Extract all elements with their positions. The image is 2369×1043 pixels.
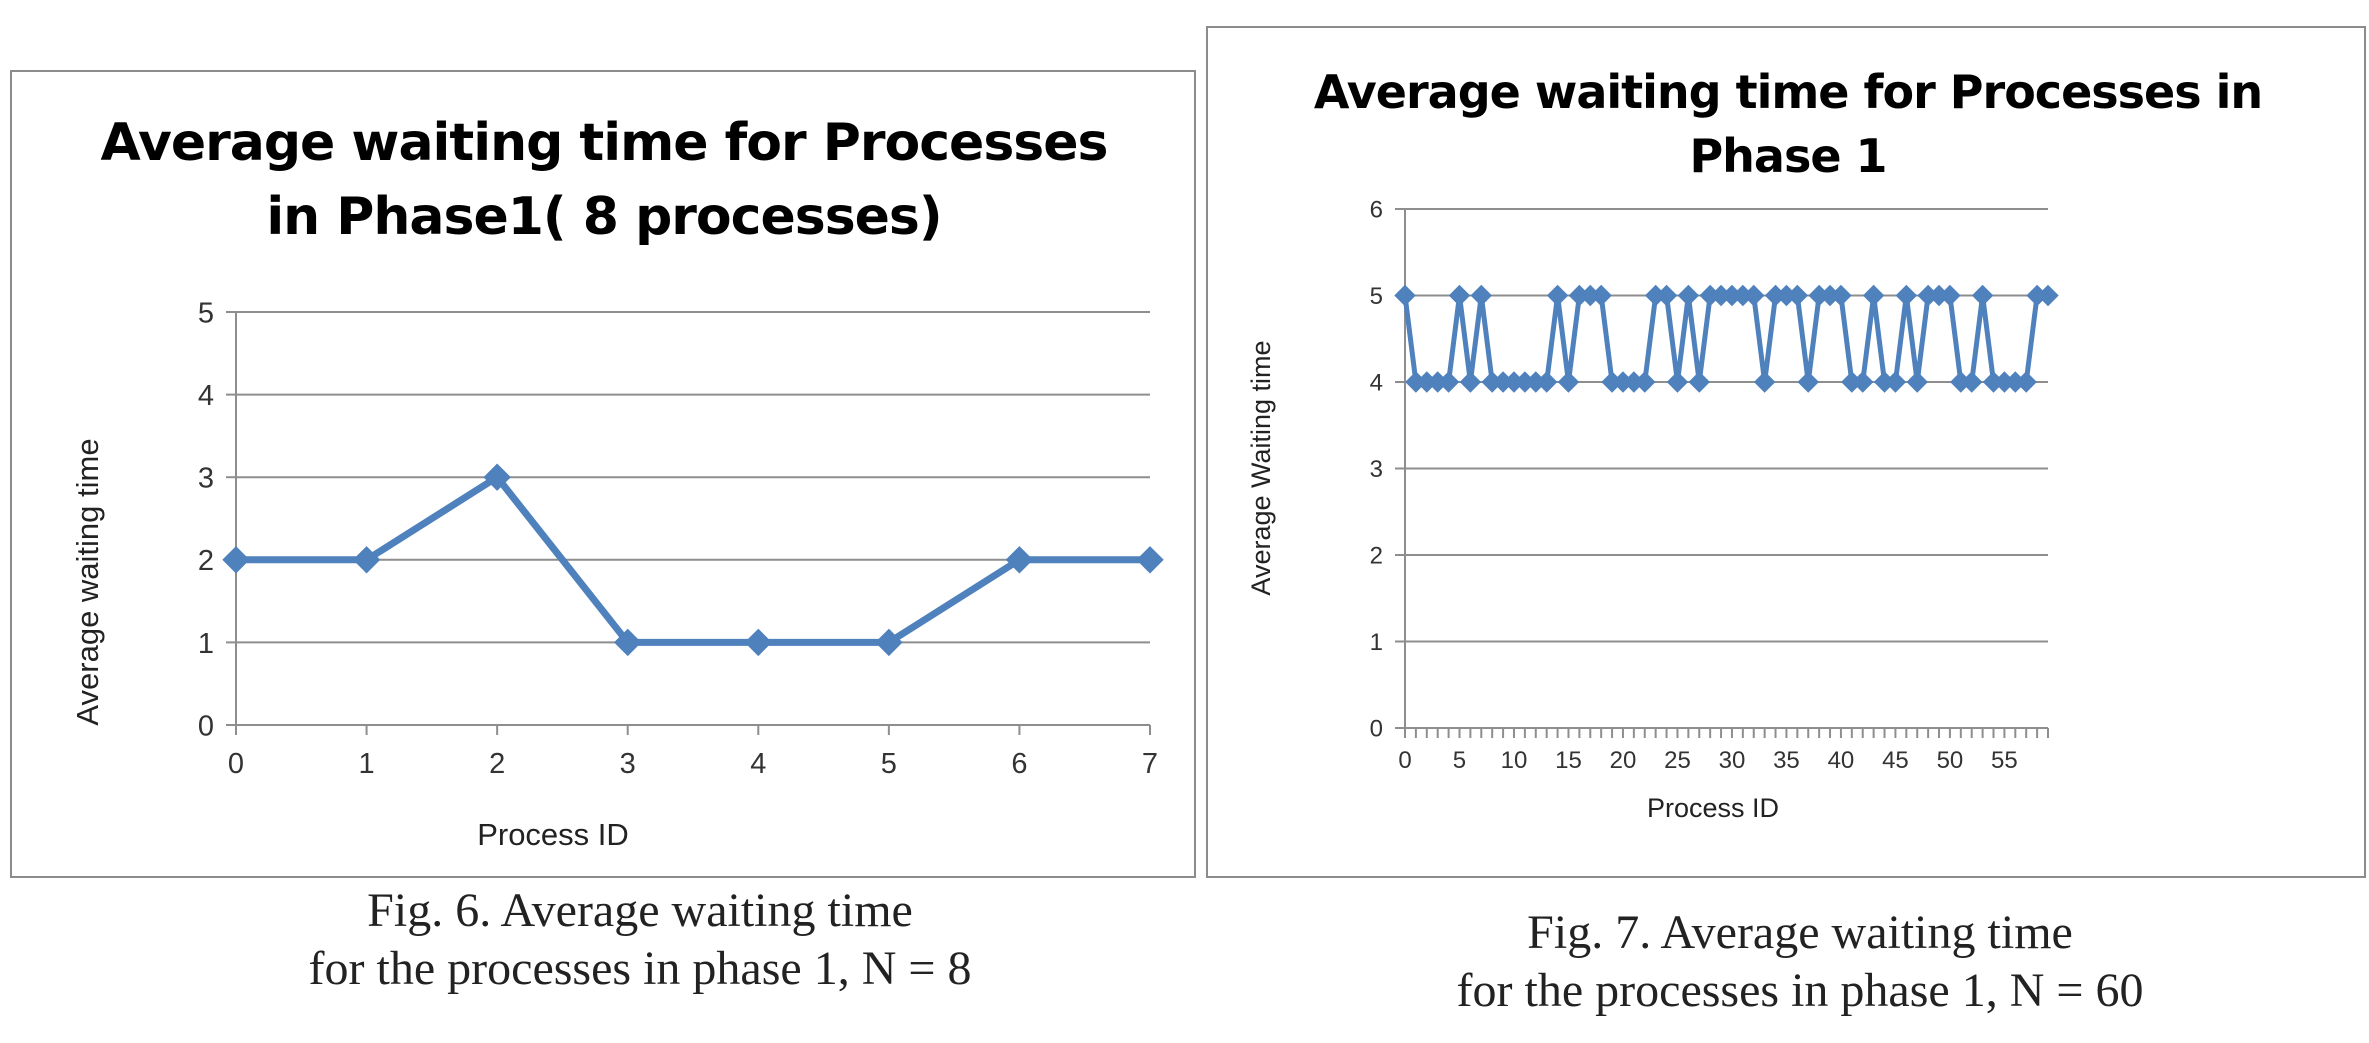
x-tick-label: 25 xyxy=(1664,747,1691,774)
data-point xyxy=(2037,284,2059,307)
data-point xyxy=(1797,371,1819,393)
figure-caption-fig6: Fig. 6. Average waiting time for the pro… xyxy=(40,882,1240,997)
x-tick-label: 1 xyxy=(359,748,375,780)
data-point xyxy=(1136,546,1164,574)
data-point xyxy=(1535,371,1558,393)
y-tick-label: 5 xyxy=(1370,283,1383,310)
x-tick-label: 5 xyxy=(1453,747,1466,774)
chart-panel-fig7: Average waiting time for Processes in Pha… xyxy=(1206,26,2366,878)
chart-panel-fig6: Average waiting time for Processes in Pha… xyxy=(10,70,1196,878)
chart-title-line: Phase 1 xyxy=(1689,129,1886,183)
x-tick-label: 0 xyxy=(228,748,244,780)
data-point xyxy=(1005,546,1034,574)
data-point xyxy=(1906,371,1928,393)
y-tick-label: 3 xyxy=(1370,456,1383,483)
x-axis-label: Process ID xyxy=(1647,793,1779,823)
data-point xyxy=(1655,284,1678,307)
x-tick-label: 6 xyxy=(1011,748,1027,780)
caption-line: Fig. 6. Average waiting time xyxy=(367,884,913,937)
data-point xyxy=(222,546,250,574)
data-point xyxy=(1470,284,1492,307)
data-point xyxy=(1743,284,1765,307)
data-point xyxy=(483,463,511,491)
y-tick-label: 0 xyxy=(198,710,214,742)
chart-fig6: Average waiting time for Processes in Pha… xyxy=(70,113,1164,852)
figure-caption-fig7: Fig. 7. Average waiting time for the pro… xyxy=(1250,904,2350,1019)
x-tick-label: 50 xyxy=(1937,747,1964,774)
x-tick-label: 5 xyxy=(881,748,897,780)
data-point xyxy=(1961,371,1983,393)
data-point xyxy=(1666,371,1689,393)
y-tick-label: 5 xyxy=(198,297,214,329)
y-tick-label: 4 xyxy=(1370,370,1383,397)
data-point xyxy=(2015,371,2037,393)
series-line xyxy=(1402,293,2048,385)
x-tick-label: 3 xyxy=(620,748,636,780)
caption-line: Fig. 7. Average waiting time xyxy=(1527,906,2073,959)
x-tick-label: 40 xyxy=(1828,747,1855,774)
y-tick-label: 6 xyxy=(1370,197,1383,224)
y-tick-label: 1 xyxy=(1370,629,1383,656)
data-point xyxy=(614,628,642,657)
data-point xyxy=(1830,284,1852,307)
data-point xyxy=(1884,371,1907,393)
x-tick-label: 4 xyxy=(750,748,766,780)
chart-title-line: Average waiting time for Processes xyxy=(101,113,1108,173)
x-tick-label: 35 xyxy=(1773,747,1800,774)
data-point xyxy=(1590,284,1612,307)
x-tick-label: 2 xyxy=(489,748,505,780)
x-tick-label: 45 xyxy=(1882,747,1909,774)
data-point xyxy=(744,628,772,657)
y-tick-label: 4 xyxy=(198,380,214,412)
data-point xyxy=(1753,371,1776,393)
chart-fig7: Average waiting time for Processes in Pha… xyxy=(1246,65,2263,823)
y-axis-label: Average waiting time xyxy=(70,438,105,725)
chart-title-line: Average waiting time for Processes in xyxy=(1314,65,2262,119)
x-axis-label: Process ID xyxy=(477,817,629,852)
data-point xyxy=(1557,371,1580,393)
x-tick-label: 0 xyxy=(1398,747,1411,774)
y-axis-label: Average Waiting time xyxy=(1246,340,1276,595)
y-tick-label: 3 xyxy=(198,463,214,495)
y-tick-label: 2 xyxy=(198,545,214,577)
data-point xyxy=(1394,284,1416,307)
x-tick-label: 15 xyxy=(1555,747,1582,774)
data-point xyxy=(1971,284,1994,307)
x-tick-label: 55 xyxy=(1991,747,2018,774)
caption-line: for the processes in phase 1, N = 60 xyxy=(1456,963,2144,1017)
data-point xyxy=(1459,371,1482,393)
data-point xyxy=(875,628,903,657)
data-point xyxy=(1786,284,1809,307)
data-point xyxy=(1677,284,1700,307)
x-tick-label: 10 xyxy=(1501,747,1528,774)
data-point xyxy=(1448,284,1471,307)
y-tick-label: 0 xyxy=(1370,716,1383,743)
data-point xyxy=(1852,371,1874,393)
y-tick-label: 2 xyxy=(1370,543,1383,570)
data-point xyxy=(1634,371,1656,393)
data-point xyxy=(352,546,381,574)
data-point xyxy=(1437,371,1460,393)
data-point xyxy=(1546,284,1569,307)
data-point xyxy=(1688,371,1710,393)
y-tick-label: 1 xyxy=(198,628,214,660)
x-tick-label: 30 xyxy=(1719,747,1746,774)
x-tick-label: 7 xyxy=(1142,748,1158,780)
data-point xyxy=(1895,284,1918,307)
x-tick-label: 20 xyxy=(1610,747,1637,774)
data-point xyxy=(1862,284,1885,307)
data-point xyxy=(1939,284,1961,307)
caption-line: for the processes in phase 1, N = 8 xyxy=(308,941,972,995)
series-line xyxy=(236,473,1150,646)
chart-title-line: in Phase1( 8 processes) xyxy=(266,187,941,247)
